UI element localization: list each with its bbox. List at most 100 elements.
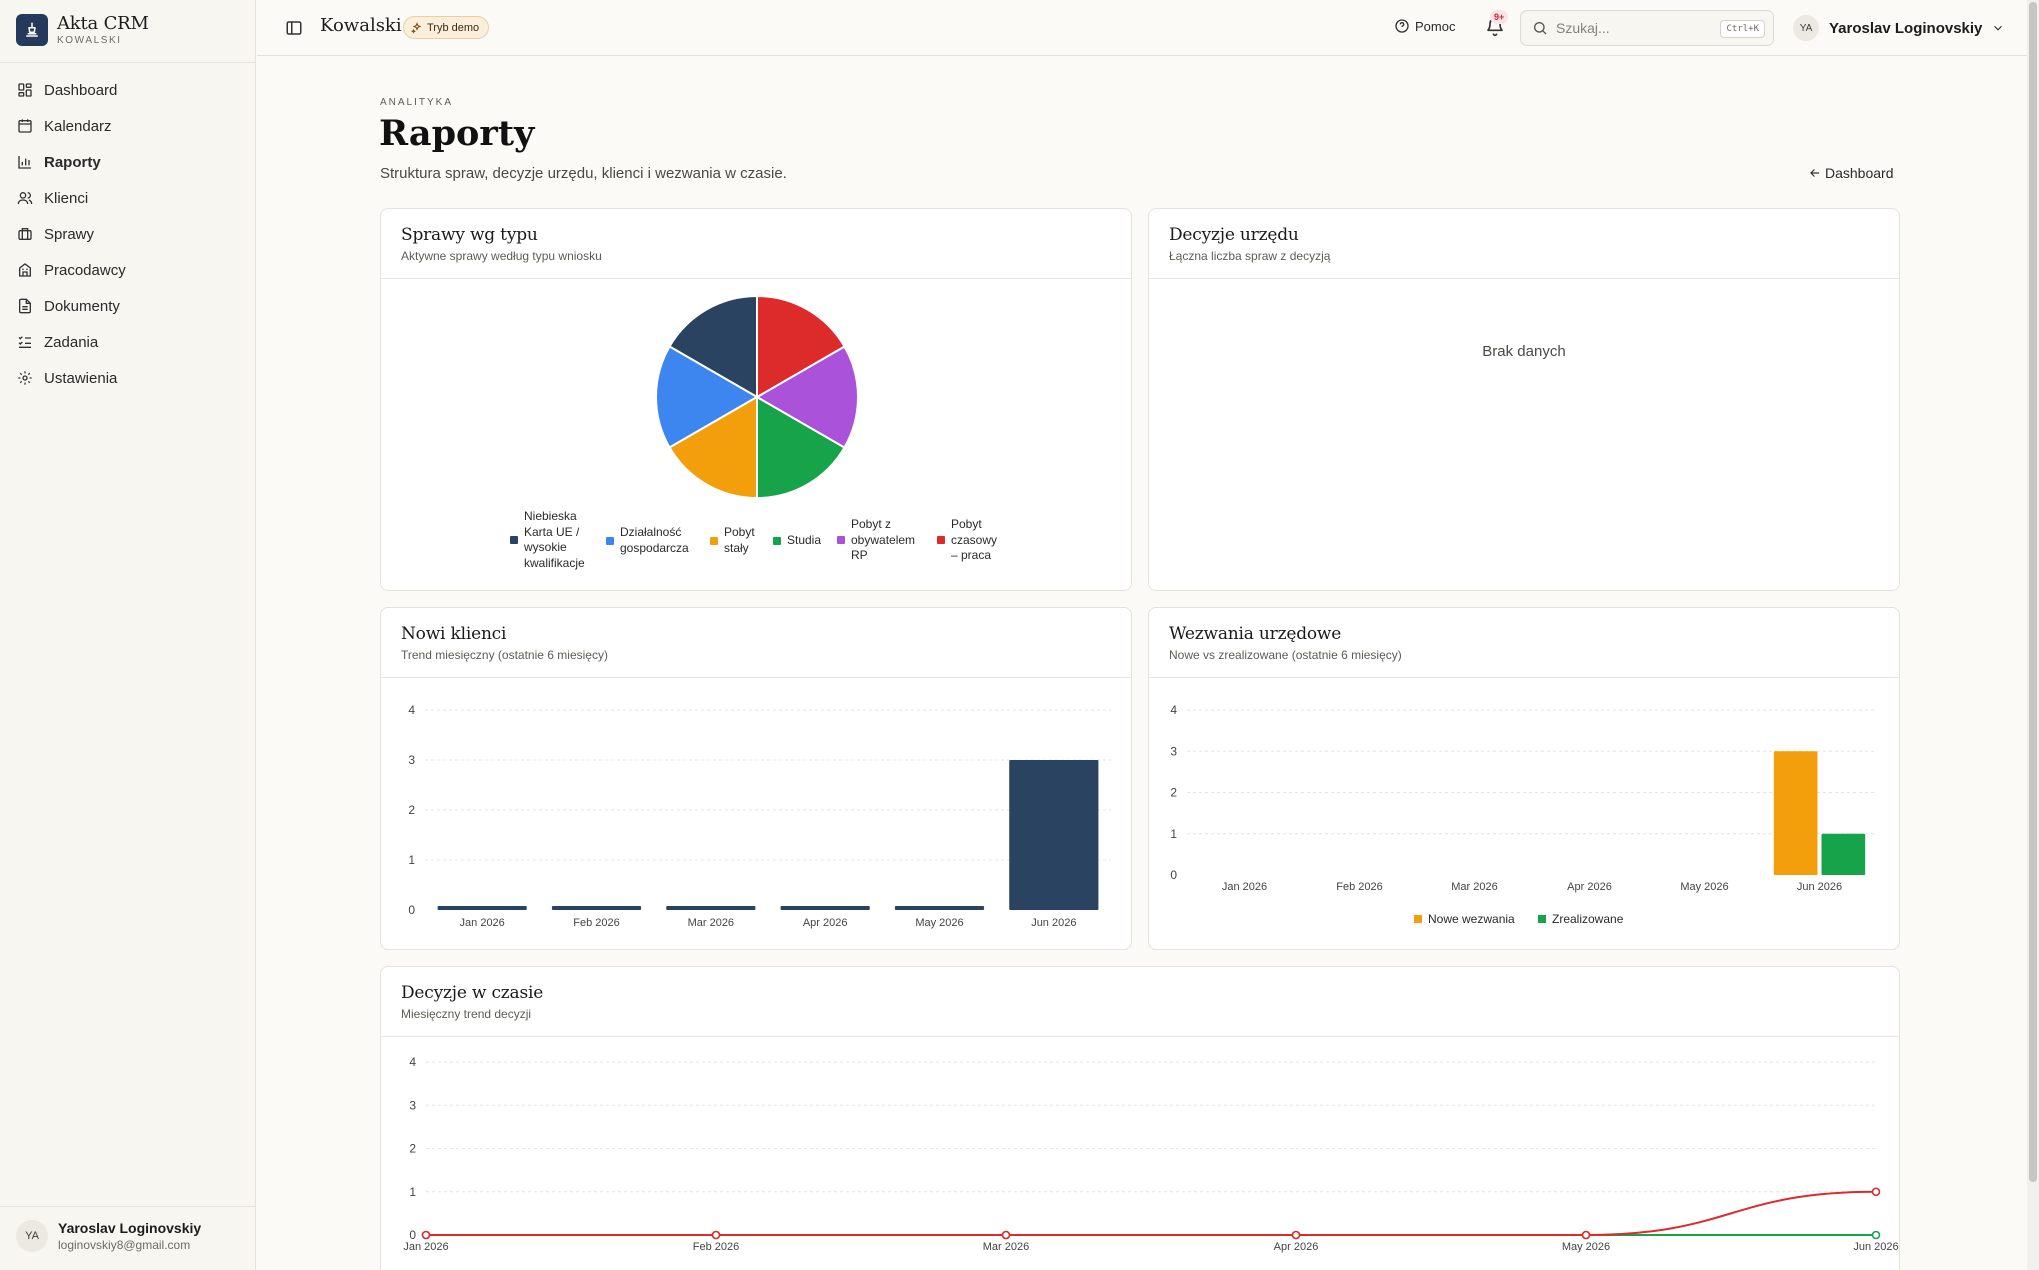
legend-swatch (606, 536, 614, 545)
sidebar-user[interactable]: YA Yaroslav Loginovskiy loginovskiy8@gma… (16, 1220, 201, 1252)
y-tick-label: 0 (408, 903, 415, 917)
legend-swatch (1414, 915, 1422, 923)
sidebar-item-tasks[interactable]: Zadania (8, 324, 248, 360)
new-clients-bar-chart: 0 1 2 3 4 Jan 2026 Feb 2026 Mar 2026 Apr 2026 May… (408, 703, 1111, 929)
legend-label: Niebieska Karta UE / wysokie kwalifikacje (524, 509, 585, 570)
x-tick-label: Feb 2026 (573, 917, 619, 929)
sparkles-icon (411, 21, 422, 34)
y-tick-label: 4 (1170, 703, 1177, 717)
data-point (1001, 1230, 1011, 1240)
calendar-icon (18, 119, 32, 133)
building-icon (19, 263, 31, 277)
legend-item: Pobyt z obywatelem RP (837, 517, 915, 564)
sidebar-nav: Dashboard Kalendarz Raporty Klienci Spra… (8, 72, 248, 396)
new-clients-card: Nowi klienci Trend miesięczny (ostatnie … (380, 607, 1132, 950)
sidebar-item-label: Klienci (44, 189, 89, 207)
legend-item: Pobyt czasowy – praca (937, 517, 997, 564)
pie-slice (668, 294, 758, 399)
sidebar-item-calendar[interactable]: Kalendarz (8, 108, 248, 144)
card-subtitle: Trend miesięczny (ostatnie 6 miesięcy) (401, 648, 608, 662)
scrollbar-thumb[interactable] (2029, 2, 2037, 1182)
legend-label: Zrealizowane (1552, 912, 1624, 926)
page-eyebrow: ANALITYKA (380, 97, 454, 108)
bar (437, 906, 527, 910)
y-tick-label: 1 (408, 853, 415, 867)
page-title: Raporty (379, 113, 535, 154)
y-tick-label: 1 (409, 1185, 416, 1199)
legend-item: Zrealizowane (1538, 912, 1624, 926)
x-tick-label: Jan 2026 (1222, 881, 1267, 893)
gear-icon (18, 371, 32, 385)
sidebar: Akta CRM KOWALSKI Dashboard Kalendarz Ra… (0, 0, 256, 1270)
topbar: Kowalski Tryb demo Pomoc 9+ Ctrl+K YA Ya… (257, 0, 2027, 56)
page-subtitle: Struktura spraw, decyzje urzędu, klienci… (380, 165, 787, 182)
search-box[interactable]: Ctrl+K (1520, 10, 1774, 46)
legend-item: Działalność gospodarcza (606, 525, 689, 556)
data-point (1581, 1230, 1591, 1240)
sidebar-item-label: Pracodawcy (44, 261, 126, 279)
series-line (426, 1190, 1877, 1236)
bar (1773, 751, 1818, 875)
x-tick-label: May 2026 (1562, 1241, 1610, 1253)
notification-count-badge: 9+ (1490, 10, 1509, 24)
sidebar-item-employers[interactable]: Pracodawcy (8, 252, 248, 288)
y-tick-label: 4 (408, 703, 415, 717)
user-menu-button[interactable]: YA Yaroslav Loginovskiy (1793, 15, 2005, 41)
search-input[interactable] (1556, 20, 1716, 36)
brand[interactable]: Akta CRM KOWALSKI (16, 14, 149, 46)
document-icon (19, 298, 31, 314)
x-tick-label: Jun 2026 (1853, 1241, 1898, 1253)
back-to-dashboard-link[interactable]: Dashboard (1808, 165, 1894, 181)
pie-slice (754, 345, 859, 449)
sidebar-item-label: Dashboard (44, 81, 118, 99)
x-tick-label: Apr 2026 (803, 917, 848, 929)
sidebar-item-documents[interactable]: Dokumenty (8, 288, 248, 324)
search-icon (1534, 22, 1547, 35)
legend-swatch (773, 536, 781, 545)
x-tick-label: Jan 2026 (403, 1241, 448, 1253)
bar (894, 906, 985, 910)
x-tick-label: Jun 2026 (1031, 917, 1076, 929)
y-tick-label: 3 (409, 1098, 416, 1112)
sidebar-item-reports[interactable]: Raporty (8, 144, 248, 180)
brand-title: Akta CRM (57, 13, 149, 34)
legend-swatch (837, 536, 845, 545)
card-subtitle: Łączna liczba spraw z decyzją (1169, 249, 1331, 263)
sidebar-item-cases[interactable]: Sprawy (8, 216, 248, 252)
x-tick-label: May 2026 (1680, 881, 1728, 893)
empty-state-message: Brak danych (1482, 343, 1566, 360)
user-email: loginovskiy8@gmail.com (58, 1238, 191, 1252)
bar-chart-icon (18, 156, 31, 169)
sidebar-item-dashboard[interactable]: Dashboard (8, 72, 248, 108)
legend-label: Pobyt z obywatelem RP (851, 517, 916, 562)
sidebar-item-settings[interactable]: Ustawienia (8, 360, 248, 396)
decisions-card: Decyzje urzędu Łączna liczba spraw z dec… (1148, 208, 1900, 591)
y-tick-label: 3 (408, 753, 415, 767)
sidebar-item-label: Ustawienia (44, 369, 118, 387)
bar (1009, 760, 1099, 910)
data-point (1871, 1187, 1881, 1197)
sidebar-toggle-icon[interactable] (285, 19, 303, 37)
data-point (1291, 1230, 1301, 1240)
legend-item: Studia (773, 533, 821, 549)
card-title: Decyzje urzędu (1169, 225, 1299, 245)
divider (0, 62, 256, 63)
bar (551, 906, 642, 910)
sidebar-item-label: Sprawy (44, 225, 95, 243)
legend-swatch (1538, 915, 1546, 923)
sidebar-item-clients[interactable]: Klienci (8, 180, 248, 216)
x-tick-label: Mar 2026 (688, 917, 734, 929)
legend-swatch (710, 536, 718, 545)
data-point (421, 1230, 431, 1240)
user-name: Yaroslav Loginovskiy (1829, 19, 1983, 37)
y-tick-label: 2 (409, 1142, 416, 1156)
brand-subtitle: KOWALSKI (57, 35, 122, 46)
users-icon (17, 192, 33, 205)
y-tick-label: 2 (408, 803, 415, 817)
pie-slice (668, 395, 758, 500)
back-link-label: Dashboard (1825, 165, 1894, 181)
help-button[interactable]: Pomoc (1394, 18, 1455, 34)
dashboard-icon (18, 83, 32, 97)
y-tick-label: 1 (1170, 827, 1177, 841)
case-types-pie-chart (655, 294, 859, 500)
